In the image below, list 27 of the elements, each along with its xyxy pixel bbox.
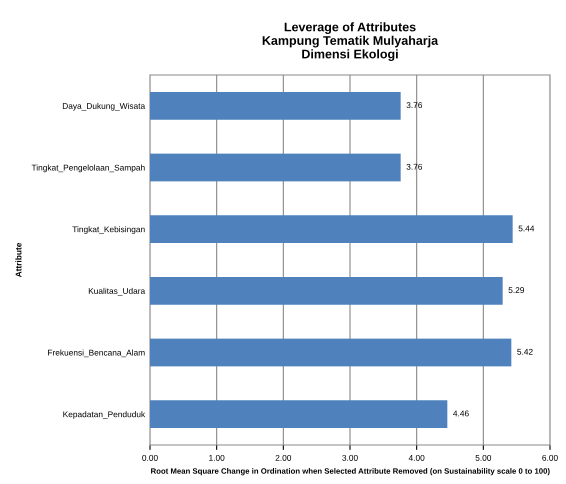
bar <box>150 154 401 182</box>
data-label: 5.42 <box>517 348 533 355</box>
x-tick-label: 6.00 <box>542 454 558 461</box>
data-label: 4.46 <box>453 410 469 416</box>
x-tick-label: 3.00 <box>342 454 358 461</box>
bar <box>150 400 448 428</box>
data-label: 5.44 <box>518 226 534 232</box>
bar <box>150 276 503 305</box>
y-tick-label: Daya_Dukung_Wisata <box>62 102 146 111</box>
y-tick-label: Kualitas_Udara <box>88 288 146 296</box>
x-tick-label: 2.00 <box>276 454 292 461</box>
bar <box>150 338 512 366</box>
y-axis-title: Attribute <box>15 242 22 278</box>
x-tick-label: 5.00 <box>476 454 492 461</box>
x-tick-label: 0.00 <box>142 454 158 461</box>
bar <box>150 92 401 120</box>
x-tick-label: 1.00 <box>209 454 224 461</box>
data-label: 5.29 <box>508 287 524 294</box>
x-tick-label: 4.00 <box>408 454 424 461</box>
y-tick-label: Tingkat_Kebisingan <box>72 226 145 234</box>
bar <box>150 215 513 244</box>
data-label: 3.76 <box>406 102 422 108</box>
y-tick-label: Frekuensi_Bencana_Alam <box>48 349 145 358</box>
y-tick-label: Tingkat_Pengelolaan_Sampah <box>32 164 145 172</box>
chart-title: Leverage of Attributes Kampung Tematik Mulyaharja Dimensi Ekologi <box>262 22 438 61</box>
y-tick-label: Kepadatan_Penduduk <box>63 411 146 419</box>
data-label: 3.76 <box>406 164 422 170</box>
